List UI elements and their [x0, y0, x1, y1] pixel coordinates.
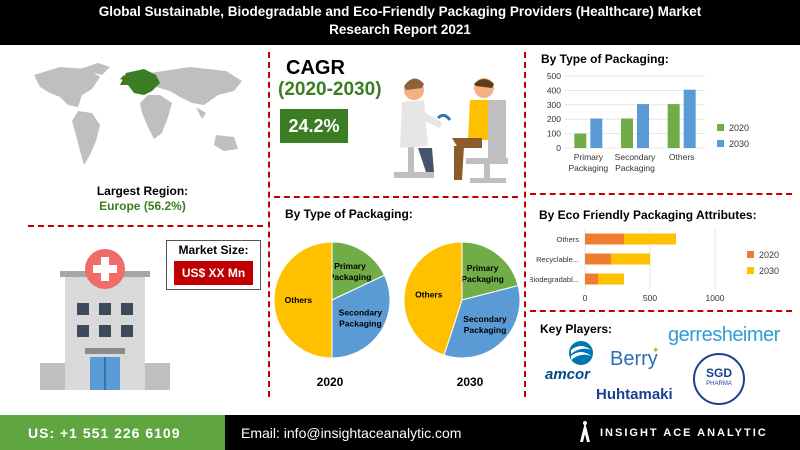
bar-ytick-label: 200 — [547, 114, 561, 124]
cagr-label: CAGR — [286, 57, 345, 79]
insight-ace-logo-icon — [580, 421, 590, 442]
pie-2020-year-label: 2020 — [316, 375, 344, 389]
bar-2030-0 — [590, 118, 603, 148]
hbar-2030-1 — [611, 253, 650, 265]
pie-slice-2 — [273, 241, 333, 359]
market-size-box — [166, 240, 261, 290]
hbar-chart: 0 500 1000 Others Recyclable... Biodegradabl.… — [530, 229, 779, 303]
bar-xtick-label: Others — [669, 152, 695, 162]
page-title: Global Sustainable, Biodegradable and Ec… — [98, 4, 702, 37]
amcor-logo-icon — [569, 341, 593, 365]
footer-email[interactable]: Email: info@insightaceanalytic.com — [241, 425, 462, 441]
hbar-ytick-label: Others — [556, 235, 579, 244]
pie-slice-label-0: Primary — [467, 263, 499, 273]
bar-legend-label-2020: 2020 — [729, 123, 749, 133]
bar-xtick-label: Primary — [574, 152, 604, 162]
hbar-2020-2 — [585, 273, 598, 285]
divider-left-horizontal — [28, 225, 263, 227]
pie-slice-2 — [403, 241, 463, 356]
pie-chart-title: By Type of Packaging: — [285, 207, 413, 221]
pie-slice-label-1: Secondary — [463, 314, 507, 324]
bar-chart: 0100200300400500PrimaryPackagingSecondar… — [547, 71, 749, 173]
bar-2020-1 — [621, 118, 633, 148]
market-size-label: Market Size: — [178, 243, 249, 257]
hbar-legend-swatch-2020 — [747, 251, 754, 258]
bar-ytick-label: 500 — [547, 71, 561, 81]
berry-logo: Berry — [610, 348, 658, 370]
divider-right — [524, 52, 526, 397]
pie-slice-label-0: Packaging — [329, 272, 372, 282]
cagr-value: 24.2% — [280, 109, 348, 143]
pie-slice-1 — [331, 274, 391, 359]
region-label: Largest Region: — [96, 184, 189, 198]
sgd-logo-text: SGD — [705, 366, 732, 380]
huhtamaki-logo: Huhtamaki — [596, 386, 673, 403]
bar-2030-1 — [637, 104, 649, 148]
market-size-value: US$ XX Mn — [174, 261, 253, 285]
pharma-logo-text: PHARMA — [706, 381, 732, 387]
world-map-icon — [34, 63, 242, 165]
gerresheimer-logo: gerresheimer — [668, 324, 780, 346]
divider-left — [268, 52, 270, 397]
pie-slice-label-1: Secondary — [339, 308, 383, 318]
key-players-title: Key Players: — [540, 322, 613, 336]
footer-phone-bar — [0, 415, 225, 450]
sgd-pharma-logo — [693, 353, 745, 405]
hbar-legend-label-2020: 2020 — [759, 250, 779, 260]
pie-2030-year-label: 2030 — [456, 375, 484, 389]
bar-2020-0 — [574, 133, 587, 148]
hbar-2020-0 — [585, 233, 624, 245]
divider-right-horizontal-1 — [530, 193, 792, 195]
divider-right-horizontal-2 — [530, 310, 792, 312]
bar-ytick-label: 0 — [556, 143, 561, 153]
cagr-period: (2020-2030) — [278, 79, 382, 100]
footer-phone: US: +1 551 226 6109 — [28, 425, 181, 441]
divider-middle-horizontal — [274, 196, 518, 198]
hbar-xtick-label: 500 — [643, 293, 657, 303]
header-bar — [0, 0, 800, 45]
bar-legend-swatch-2030 — [717, 140, 724, 147]
bar-ytick-label: 400 — [547, 85, 561, 95]
bar-legend-label-2030: 2030 — [729, 139, 749, 149]
footer-contact-bar — [225, 415, 800, 450]
pie-slice-label-1: Packaging — [464, 325, 507, 335]
footer-brand: INSIGHT ACE ANALYTIC — [600, 427, 768, 439]
bar-ytick-label: 100 — [547, 129, 561, 139]
pie-slice-label-2: Others — [415, 290, 443, 300]
hospital-icon — [40, 249, 170, 390]
pie-slice-label-2: Others — [285, 295, 313, 305]
doctor-patient-icon — [394, 78, 508, 183]
bar-xtick-label: Secondary — [615, 152, 656, 162]
pie-slice-0 — [461, 241, 519, 301]
bar-chart-title: By Type of Packaging: — [541, 52, 669, 66]
bar-xtick-label: Packaging — [568, 163, 608, 173]
pie-slice-label-0: Packaging — [461, 274, 504, 284]
hbar-ytick-label: Biodegradabl... — [530, 275, 579, 284]
bar-legend-swatch-2020 — [717, 124, 724, 131]
hbar-xtick-label: 0 — [583, 293, 588, 303]
amcor-logo: amcor — [545, 366, 591, 383]
region-value: Europe (56.2%) — [99, 199, 186, 213]
pie-slice-0 — [331, 241, 386, 301]
hbar-2030-2 — [598, 273, 624, 285]
hbar-2030-0 — [624, 233, 676, 245]
bar-xtick-label: Packaging — [615, 163, 655, 173]
hbar-xtick-label: 1000 — [706, 293, 725, 303]
hbar-ytick-label: Recyclable... — [536, 255, 579, 264]
hbar-2020-1 — [585, 253, 611, 265]
pie-slice-1 — [443, 284, 521, 359]
berry-star-icon: ✦ — [652, 345, 660, 355]
bar-ytick-label: 300 — [547, 100, 561, 110]
hbar-legend-label-2030: 2030 — [759, 266, 779, 276]
pie-slice-label-1: Packaging — [339, 319, 382, 329]
hbar-legend-swatch-2030 — [747, 267, 754, 274]
bar-2020-2 — [667, 104, 680, 148]
pie-slice-label-0: Primary — [334, 261, 366, 271]
hbar-chart-title: By Eco Friendly Packaging Attributes: — [539, 208, 757, 222]
bar-2030-2 — [683, 89, 696, 148]
